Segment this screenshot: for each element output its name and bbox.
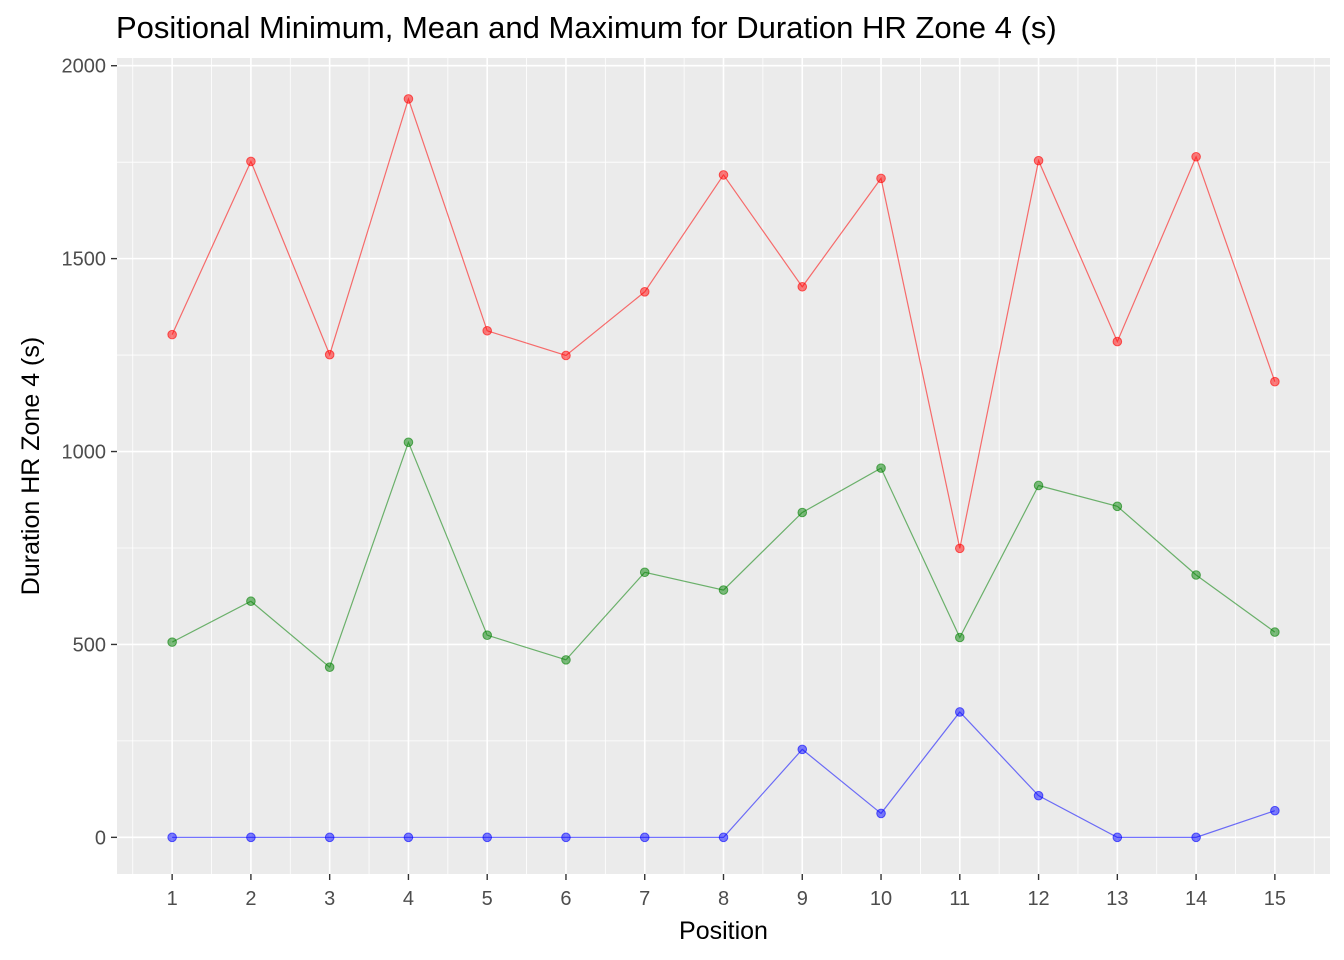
series-point-2 bbox=[403, 832, 414, 843]
series-point-1 bbox=[324, 662, 335, 673]
series-point-1 bbox=[561, 655, 571, 665]
series-point-0 bbox=[639, 287, 650, 297]
x-tick-label: 10 bbox=[870, 888, 892, 910]
series-point-2 bbox=[1191, 832, 1201, 843]
x-tick-label: 8 bbox=[718, 888, 729, 910]
series-point-2 bbox=[1270, 805, 1280, 816]
x-tick-label: 13 bbox=[1106, 888, 1128, 910]
x-tick-label: 15 bbox=[1264, 888, 1286, 910]
series-point-0 bbox=[324, 349, 335, 360]
series-point-0 bbox=[561, 350, 571, 361]
series-point-0 bbox=[797, 281, 808, 292]
series-point-2 bbox=[482, 832, 493, 843]
y-tick-label: 1500 bbox=[62, 249, 107, 271]
chart-title: Positional Minimum, Mean and Maximum for… bbox=[116, 10, 1057, 45]
series-point-1 bbox=[797, 507, 808, 518]
x-tick-label: 2 bbox=[245, 888, 256, 910]
series-point-2 bbox=[876, 808, 886, 819]
series-point-2 bbox=[167, 832, 177, 843]
y-axis-title: Duration HR Zone 4 (s) bbox=[17, 337, 45, 595]
series-point-1 bbox=[639, 567, 650, 578]
x-tick-label: 9 bbox=[797, 888, 808, 910]
x-tick-label: 12 bbox=[1027, 888, 1049, 910]
y-tick-label: 500 bbox=[73, 634, 106, 656]
x-tick-label: 3 bbox=[324, 888, 335, 910]
series-point-1 bbox=[482, 630, 493, 640]
series-point-2 bbox=[561, 832, 571, 843]
series-point-0 bbox=[1191, 151, 1201, 162]
series-point-1 bbox=[1033, 480, 1044, 491]
series-point-2 bbox=[324, 832, 335, 843]
series-point-0 bbox=[167, 329, 177, 340]
series-point-2 bbox=[718, 832, 729, 843]
series-point-1 bbox=[403, 437, 414, 448]
series-point-1 bbox=[167, 637, 177, 647]
series-point-2 bbox=[1033, 790, 1044, 801]
series-point-1 bbox=[718, 585, 729, 595]
series-point-2 bbox=[1112, 832, 1123, 843]
series-point-0 bbox=[718, 170, 729, 180]
series-point-1 bbox=[1191, 570, 1201, 580]
series-point-0 bbox=[482, 325, 493, 336]
x-axis-title: Position bbox=[679, 917, 768, 945]
series-point-1 bbox=[1112, 501, 1123, 512]
x-tick-label: 4 bbox=[403, 888, 414, 910]
x-tick-label: 1 bbox=[167, 888, 178, 910]
series-point-0 bbox=[876, 173, 886, 184]
series-point-0 bbox=[954, 543, 965, 554]
y-tick-label: 1000 bbox=[62, 442, 107, 464]
series-point-1 bbox=[954, 632, 965, 643]
series-point-2 bbox=[797, 744, 808, 755]
series-layer bbox=[167, 94, 1280, 843]
series-point-1 bbox=[1270, 627, 1280, 637]
series-point-0 bbox=[1033, 155, 1044, 166]
series-point-2 bbox=[639, 832, 650, 843]
x-tick-label: 7 bbox=[639, 888, 650, 910]
series-point-0 bbox=[403, 94, 414, 104]
y-tick-label: 0 bbox=[95, 827, 106, 849]
series-point-1 bbox=[246, 596, 256, 607]
series-point-2 bbox=[954, 707, 965, 717]
series-point-0 bbox=[1270, 376, 1280, 387]
series-point-0 bbox=[246, 156, 256, 167]
series-point-0 bbox=[1112, 336, 1123, 347]
series-point-1 bbox=[876, 463, 886, 473]
x-tick-label: 11 bbox=[949, 888, 970, 910]
series-point-2 bbox=[246, 832, 256, 843]
y-tick-label: 2000 bbox=[62, 56, 107, 78]
x-tick-label: 6 bbox=[560, 888, 571, 910]
x-tick-label: 14 bbox=[1185, 888, 1207, 910]
x-tick-label: 5 bbox=[482, 888, 493, 910]
